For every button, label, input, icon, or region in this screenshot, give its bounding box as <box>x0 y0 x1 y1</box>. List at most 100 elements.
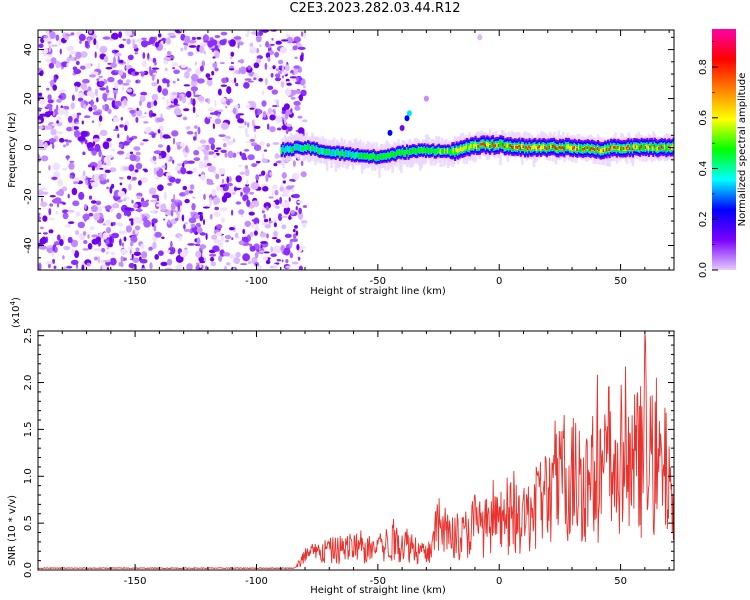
ridge-core <box>556 147 559 151</box>
noise-blob <box>139 115 147 119</box>
noise-blob <box>83 115 91 119</box>
noise-blob <box>281 202 284 207</box>
noise-blob <box>244 121 247 126</box>
noise-blob <box>118 261 123 267</box>
ridge-band <box>564 143 567 150</box>
ridge-band <box>307 144 310 149</box>
ridge-core <box>649 145 652 149</box>
noise-blob <box>224 152 228 158</box>
x-axis-label: Height of straight line (km) <box>310 286 446 297</box>
ridge-core <box>582 147 585 151</box>
ridge-band <box>379 153 382 159</box>
ridge-core <box>558 145 562 149</box>
ridge-band <box>321 147 324 155</box>
noise-blob <box>244 220 251 227</box>
noise-blob <box>298 207 302 215</box>
noise-blob <box>263 202 272 209</box>
noise-blob <box>226 176 230 184</box>
noise-blob <box>104 166 107 170</box>
ridge-band <box>333 149 336 156</box>
noise-blob <box>79 40 82 44</box>
x-axis-label: Height of straight line (km) <box>310 585 446 596</box>
noise-blob <box>79 65 86 70</box>
noise-blob <box>93 256 99 261</box>
ridge-band <box>547 143 550 151</box>
noise-blob <box>259 141 265 146</box>
noise-blob <box>118 59 124 64</box>
isolated-spot <box>404 115 410 122</box>
ridge-band <box>359 153 362 159</box>
noise-blob <box>251 163 257 168</box>
noise-blob <box>288 215 292 220</box>
ridge-band <box>567 144 570 149</box>
noise-blob <box>82 78 90 84</box>
ridge-band <box>457 148 460 154</box>
noise-blob <box>198 174 201 177</box>
ridge-core <box>561 146 565 149</box>
noise-blob <box>274 77 282 82</box>
noise-blob <box>248 211 255 216</box>
ridge-band <box>416 149 419 155</box>
noise-blob <box>155 206 158 209</box>
x-tick-label: -100 <box>245 276 268 287</box>
noise-blob <box>99 129 108 136</box>
noise-blob <box>281 172 287 179</box>
noise-blob <box>171 92 178 96</box>
noise-blob <box>59 89 66 93</box>
noise-blob <box>241 214 244 218</box>
noise-blob <box>275 68 279 72</box>
noise-blob <box>195 114 200 118</box>
noise-blob <box>179 192 185 197</box>
noise-blob <box>261 30 269 33</box>
ridge-band <box>436 148 439 154</box>
noise-blob <box>272 203 277 208</box>
noise-blob <box>183 108 190 112</box>
noise-blob <box>150 100 154 108</box>
noise-blob <box>86 262 91 267</box>
noise-blob <box>51 176 58 180</box>
noise-blob <box>228 79 236 83</box>
noise-blob <box>229 39 236 47</box>
noise-blob <box>121 86 124 91</box>
noise-blob <box>93 173 101 182</box>
ridge-band <box>302 146 305 152</box>
noise-blob <box>101 247 106 253</box>
noise-blob <box>179 235 182 242</box>
colorbar-tick-label: 0.4 <box>698 161 709 177</box>
noise-blob <box>187 160 195 164</box>
y-tick-label: 40 <box>23 43 34 56</box>
noise-blob <box>191 203 196 211</box>
noise-blob <box>102 232 108 240</box>
ridge-band <box>289 145 292 153</box>
noise-blob <box>293 193 300 199</box>
noise-blob <box>285 265 291 269</box>
noise-blob <box>209 112 216 115</box>
noise-blob <box>214 50 220 59</box>
noise-blob <box>92 104 97 111</box>
noise-blob <box>39 187 47 191</box>
noise-blob <box>98 160 102 166</box>
ridge-band <box>575 146 578 151</box>
noise-blob <box>217 242 224 248</box>
noise-blob <box>40 155 49 162</box>
noise-blob <box>69 160 75 163</box>
y-tick-label: 20 <box>23 92 34 105</box>
ridge-core <box>554 146 557 150</box>
noise-blob <box>270 253 277 257</box>
ridge-core <box>502 143 505 146</box>
noise-blob <box>100 265 103 270</box>
noise-blob <box>226 140 234 146</box>
ridge-band <box>292 147 295 152</box>
noise-blob <box>221 217 226 223</box>
noise-blob <box>88 195 93 200</box>
snr-panel: -150 -100 -50 0 50 0.0 0.5 1.0 1.5 2.0 2.5 Height o… <box>7 297 675 596</box>
noise-blob <box>133 203 139 209</box>
noise-blob <box>207 98 210 105</box>
ridge-band <box>505 143 508 150</box>
noise-blob <box>39 113 48 117</box>
ridge-core <box>596 147 599 150</box>
ridge-band <box>540 146 543 151</box>
noise-blob <box>193 88 196 96</box>
noise-blob <box>266 205 269 209</box>
noise-blob <box>44 125 52 130</box>
